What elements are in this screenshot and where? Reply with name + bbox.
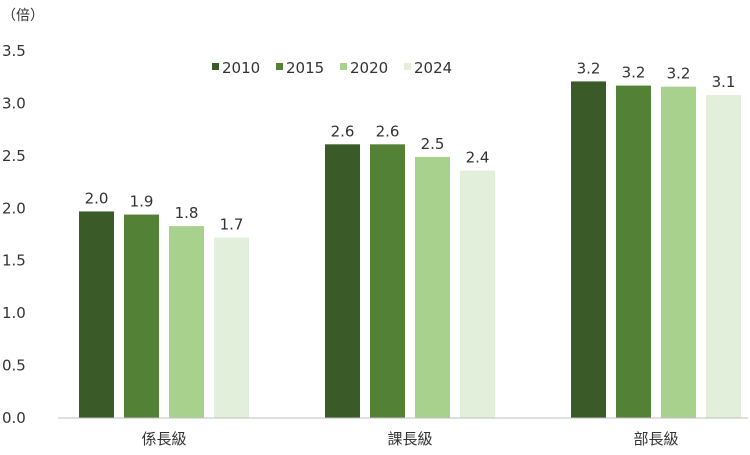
y-tick-label: 3.5 — [2, 42, 26, 60]
category-label: 部長級 — [633, 430, 678, 448]
bar-2010 — [325, 144, 360, 418]
category-label: 係長級 — [141, 430, 186, 448]
data-label: 2.6 — [331, 122, 355, 140]
y-tick-label: 3.0 — [2, 94, 26, 112]
legend-swatch-2020 — [340, 63, 347, 70]
data-label: 3.2 — [577, 59, 601, 77]
legend-label-2010: 2010 — [222, 59, 260, 77]
data-label: 2.4 — [466, 149, 490, 167]
bar-2024 — [706, 95, 741, 418]
y-tick-label: 2.0 — [2, 199, 26, 217]
bar-2024 — [214, 237, 249, 418]
legend: 2010 2015 2020 2024 — [212, 59, 452, 77]
y-tick-label: 2.5 — [2, 147, 26, 165]
bar-2020 — [415, 156, 450, 419]
bar-2015 — [370, 144, 405, 418]
y-tick-label: 0.5 — [2, 357, 26, 375]
data-label: 1.7 — [220, 216, 244, 234]
data-label: 1.8 — [175, 204, 199, 222]
data-label: 2.0 — [85, 189, 109, 207]
bar-2015 — [616, 85, 651, 419]
legend-swatch-2024 — [404, 63, 411, 70]
category-label: 課長級 — [387, 430, 432, 448]
bar-2024 — [460, 170, 495, 418]
bar-2015 — [124, 214, 159, 418]
legend-label-2020: 2020 — [350, 59, 388, 77]
data-label: 3.2 — [667, 65, 691, 83]
data-label: 2.6 — [376, 122, 400, 140]
data-label: 3.2 — [622, 64, 646, 82]
bar-2010 — [571, 81, 606, 418]
category-labels: 係長級 課長級 部長級 — [141, 430, 678, 448]
legend-label-2015: 2015 — [286, 59, 324, 77]
y-tick-label: 0.0 — [2, 409, 26, 427]
bars — [79, 81, 741, 419]
data-label: 3.1 — [712, 73, 736, 91]
y-axis-ticks: 0.0 0.5 1.0 1.5 2.0 2.5 3.0 3.5 — [2, 42, 26, 427]
y-tick-label: 1.0 — [2, 304, 26, 322]
bar-2010 — [79, 211, 114, 418]
data-labels: 2.0 1.9 1.8 1.7 2.6 2.6 2.5 2.4 3.2 3.2 3.2 3.1 — [85, 59, 736, 233]
y-axis-unit-label: （倍） — [2, 8, 44, 24]
bar-2020 — [169, 226, 204, 418]
legend-swatch-2010 — [212, 63, 219, 70]
legend-label-2024: 2024 — [414, 59, 452, 77]
bar-2020 — [661, 86, 696, 418]
legend-swatch-2015 — [276, 63, 283, 70]
y-tick-label: 1.5 — [2, 252, 26, 270]
data-label: 1.9 — [130, 193, 154, 211]
data-label: 2.5 — [421, 135, 445, 153]
